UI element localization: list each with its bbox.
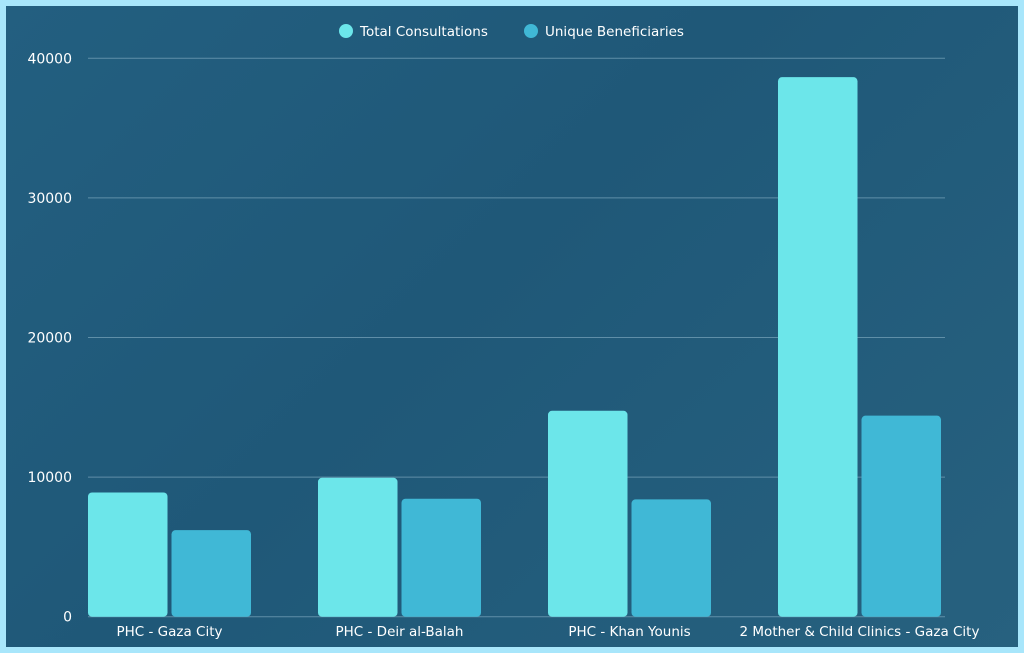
x-tick-label: PHC - Deir al-Balah — [336, 624, 464, 640]
y-tick-label: 20000 — [27, 331, 72, 347]
legend-marker — [524, 24, 538, 38]
bar-unique-beneficiaries — [171, 530, 251, 617]
x-tick-label: PHC - Khan Younis — [568, 624, 690, 640]
y-tick-label: 40000 — [27, 51, 72, 67]
bar-unique-beneficiaries — [401, 498, 481, 617]
y-tick-label: 0 — [63, 610, 72, 626]
bar-chart: 0 10000 20000 30000 40000 PHC - Gaza City PHC … — [27, 24, 980, 640]
bar-total-consultations — [318, 477, 398, 617]
legend-label: Total Consultations — [359, 24, 488, 40]
legend-label: Unique Beneficiaries — [545, 24, 684, 40]
bar-total-consultations — [88, 492, 168, 617]
y-tick-label: 10000 — [27, 470, 72, 486]
bar-unique-beneficiaries — [861, 415, 941, 617]
x-tick-label: 2 Mother & Child Clinics - Gaza City — [740, 624, 980, 640]
bar-total-consultations — [778, 77, 858, 617]
bar-unique-beneficiaries — [631, 499, 711, 617]
x-tick-label: PHC - Gaza City — [116, 624, 222, 640]
y-tick-label: 30000 — [27, 191, 72, 207]
bar-total-consultations — [548, 410, 628, 617]
legend-marker — [339, 24, 353, 38]
chart-frame: 0 10000 20000 30000 40000 PHC - Gaza City PHC … — [6, 6, 1018, 647]
